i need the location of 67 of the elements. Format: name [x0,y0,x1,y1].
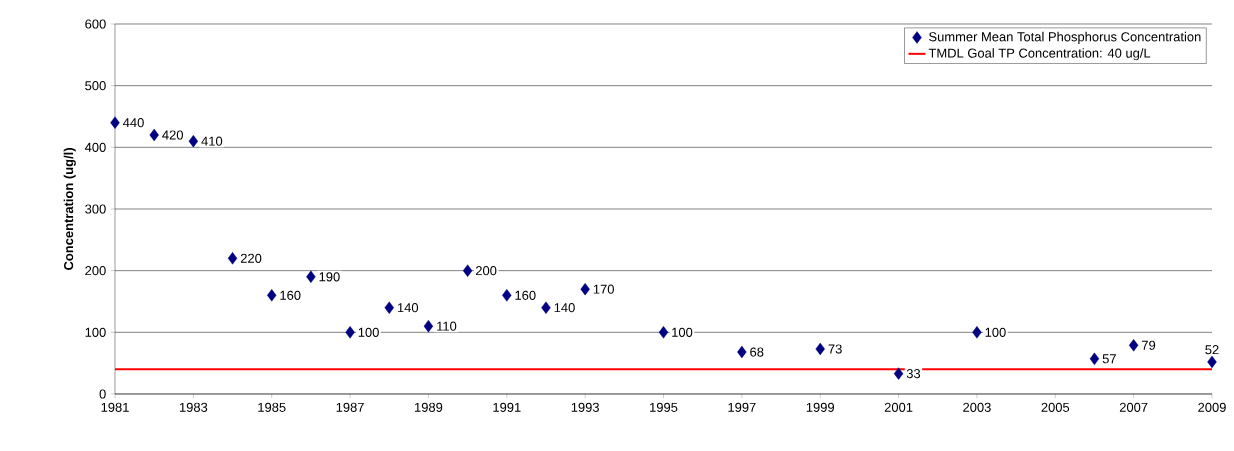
point [815,342,825,356]
x-tick-label: 1991 [493,402,521,412]
y-tick-label: 500 [85,81,106,91]
data-label: 79 [1142,340,1156,350]
x-tick-label: 2007 [1119,402,1148,412]
x-tick-label: 1983 [179,402,208,412]
point [1207,355,1217,369]
data-label: 33 [906,369,921,379]
x-tick-label: 1993 [571,402,599,412]
point [1089,352,1100,366]
point [188,134,199,148]
x-tick-label: 2001 [884,402,913,412]
data-label: 200 [475,266,497,276]
x-tick-label: 1985 [258,402,286,412]
x-tick-label: 1999 [806,402,835,412]
data-label: 73 [828,344,842,354]
data-label: 140 [554,303,575,313]
data-label: 220 [240,253,262,263]
point [893,367,904,380]
y-tick-label: 600 [85,19,106,29]
point [423,319,434,333]
y-tick-label: 0 [99,389,106,399]
y-tick-label: 300 [85,204,106,214]
x-tick-label: 2009 [1198,402,1226,412]
y-tick-label: 400 [84,142,106,152]
data-label: 110 [437,321,457,331]
data-label: 68 [750,347,764,357]
data-label: 52 [1205,345,1219,355]
data-label: 170 [593,284,614,294]
data-label: 140 [397,303,419,313]
point [384,301,394,314]
data-label: 100 [985,327,1006,337]
data-label: 160 [515,290,536,300]
y-tick-label: 200 [85,266,106,276]
point [541,301,551,314]
x-tick-label: 1997 [728,402,756,412]
data-label: 57 [1102,354,1116,364]
data-label: 100 [672,327,693,337]
x-tick-label: 1989 [415,402,443,412]
data-label: 100 [358,327,379,337]
data-label: 190 [319,272,340,282]
y-axis-title: Concentration (ug/l) [63,148,76,270]
point [1128,339,1139,352]
x-tick-label: 2005 [1041,402,1070,412]
x-tick-label: 2003 [963,402,991,412]
legend-label: TMDL Goal TP Concentration: 40 ug/L [928,48,1151,61]
point [149,128,159,142]
point [345,326,355,339]
point [658,326,669,339]
x-tick-label: 1995 [650,402,678,412]
data-label: 440 [123,118,144,128]
x-tick-label: 1981 [101,402,129,412]
point [227,252,238,265]
legend-label: Summer Mean Total Phosphorus Concentration [929,31,1201,44]
point [580,282,590,296]
point [502,289,512,302]
x-tick-label: 1987 [336,402,364,412]
data-label: 420 [162,130,183,140]
data-label: 410 [201,136,223,146]
point [972,326,982,339]
point [462,264,473,277]
point [737,345,747,359]
point [110,116,120,129]
point [267,289,277,302]
y-tick-label: 100 [85,327,106,337]
point [306,270,316,283]
data-label: 160 [280,290,301,300]
